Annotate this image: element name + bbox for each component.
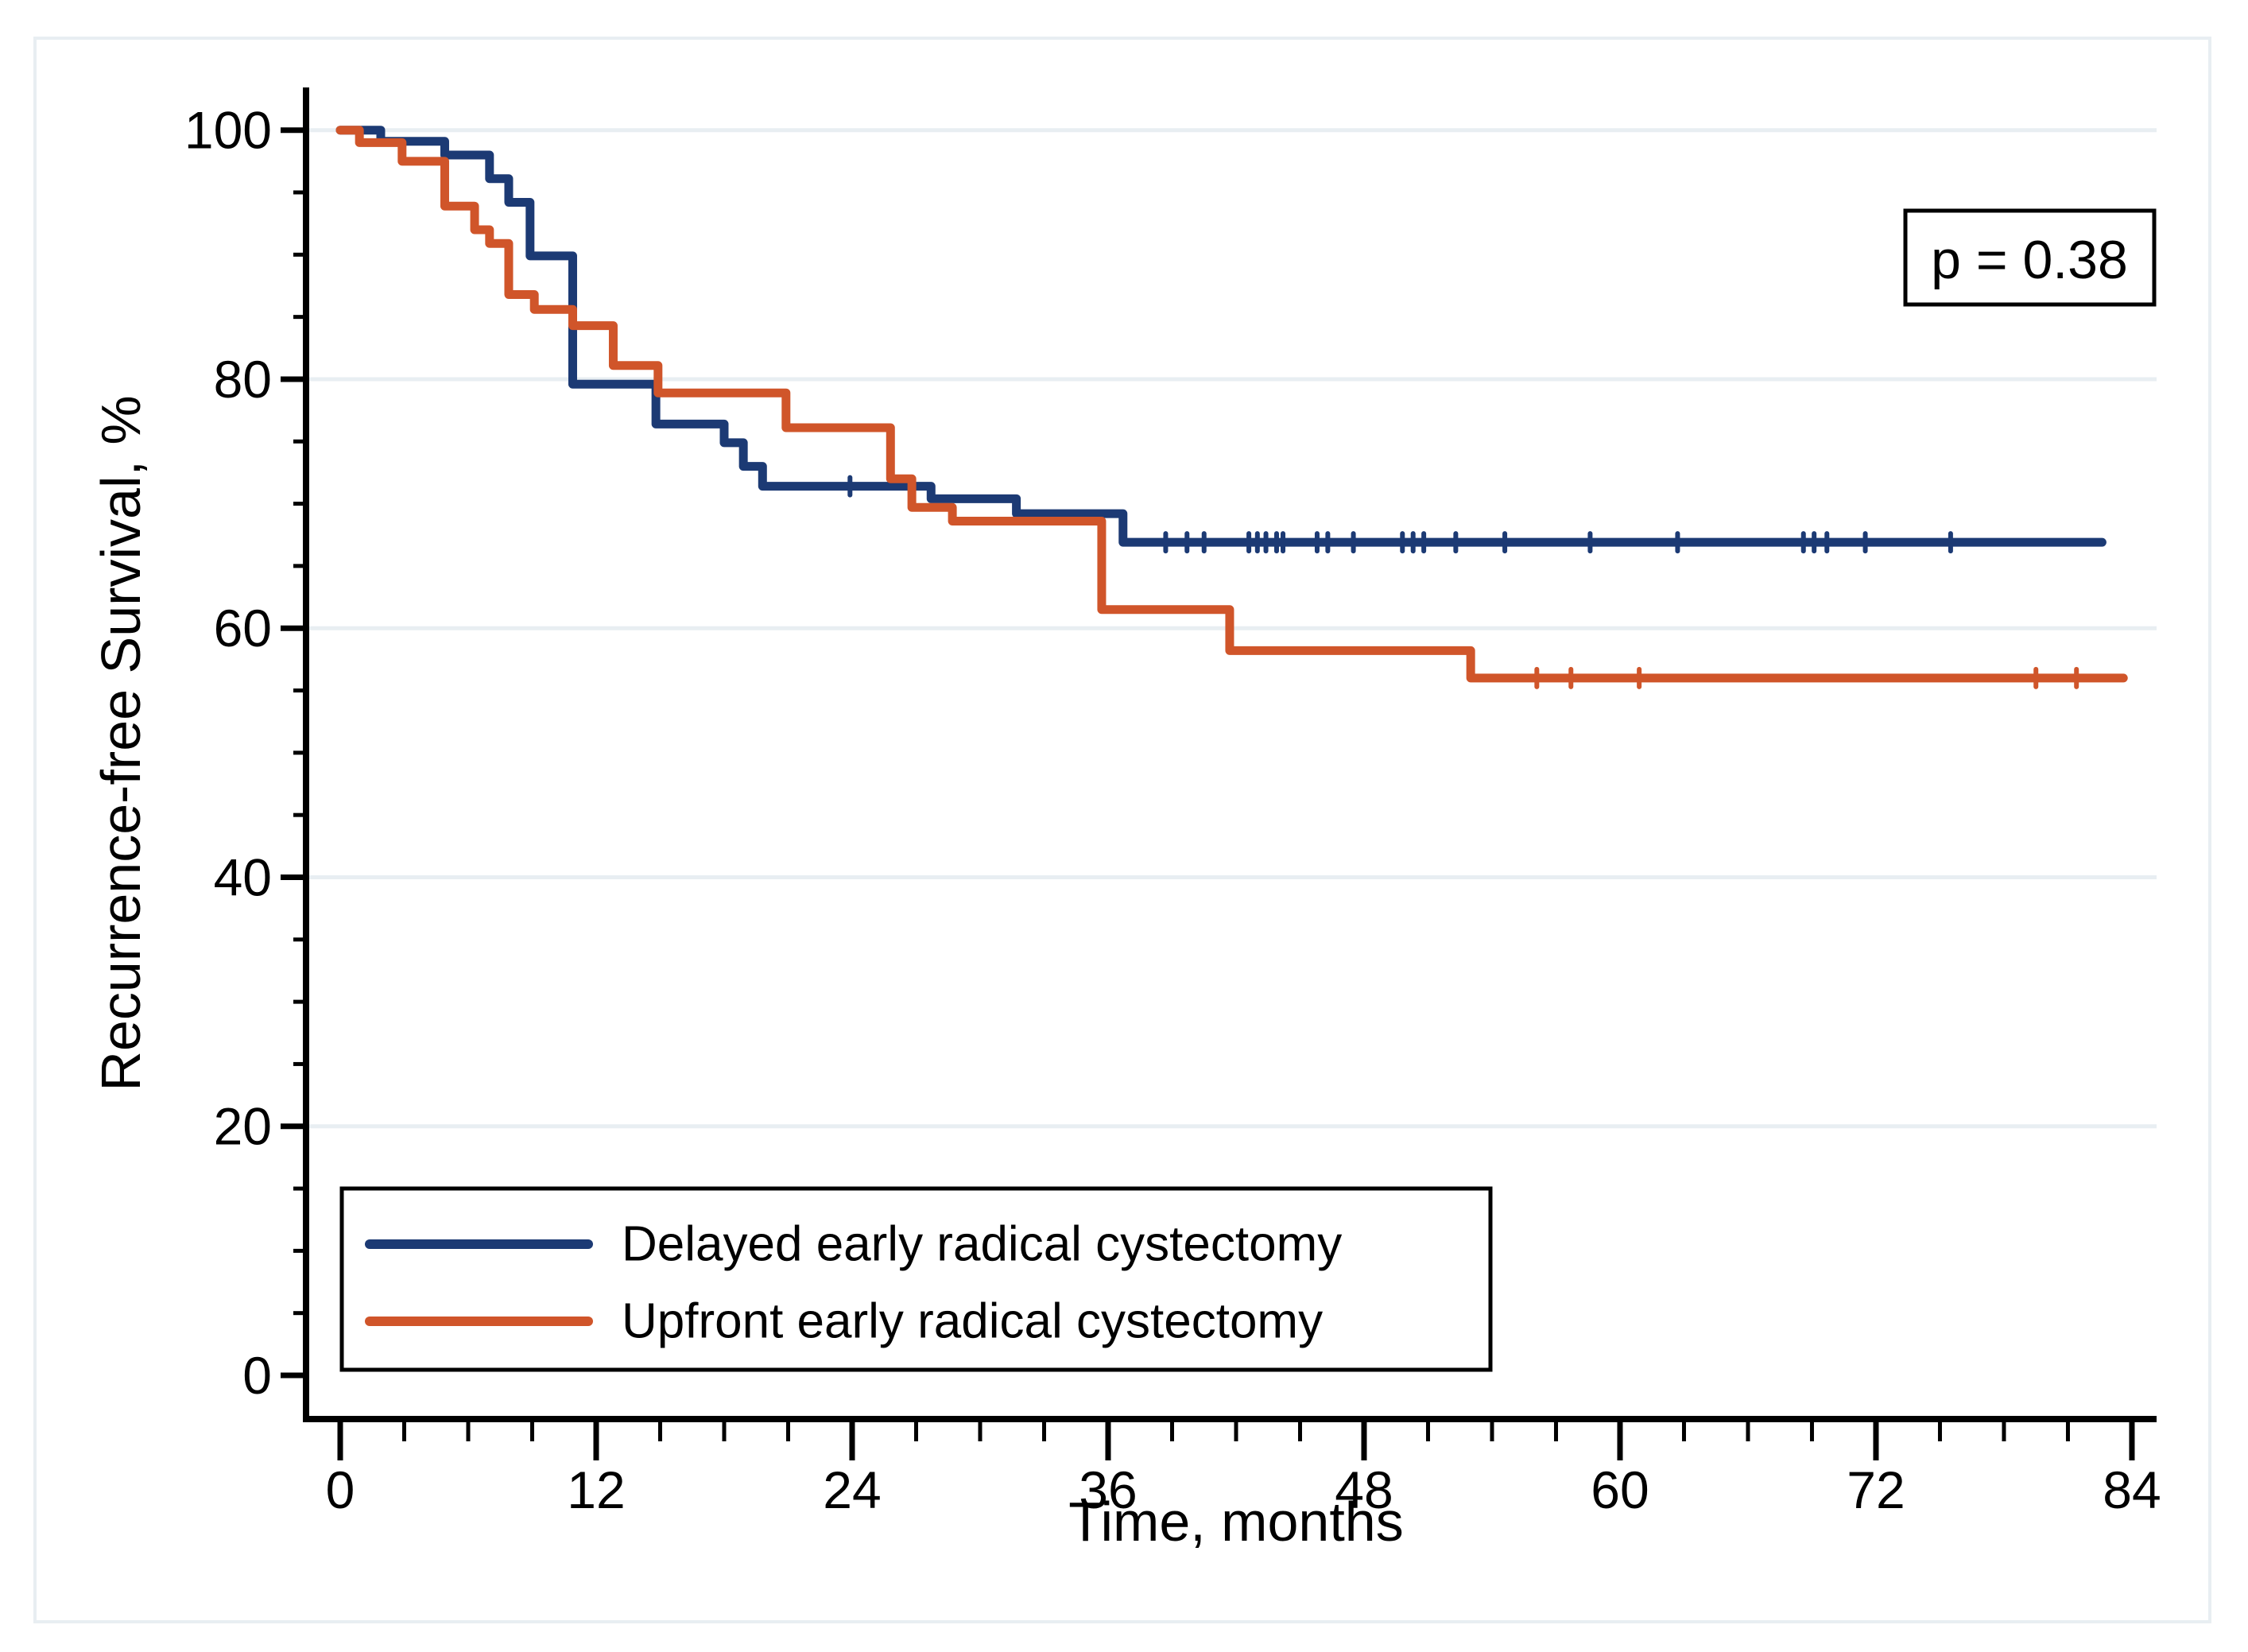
x-tick-label: 72 (1847, 1460, 1905, 1519)
x-tick-label: 84 (2103, 1460, 2161, 1519)
y-tick-label: 20 (214, 1097, 272, 1156)
series-delayed-curve (335, 126, 2107, 554)
x-tick-label: 36 (1079, 1460, 1137, 1519)
y-tick-label: 40 (214, 847, 272, 906)
legend-box (339, 1186, 1493, 1372)
axes: 0 12 24 36 48 60 72 84 0 20 40 60 80 100 (184, 87, 2161, 1519)
x-axis-title: Time, months (1068, 1491, 1403, 1553)
p-value-box (1903, 208, 2157, 307)
y-tick-label: 80 (214, 350, 272, 409)
x-tick-label: 24 (823, 1460, 881, 1519)
y-axis-title: Recurrence-free Survival, % (90, 395, 152, 1091)
km-curve-upfront (335, 126, 2128, 683)
y-tick-label: 0 (242, 1346, 272, 1405)
y-tick-label: 100 (184, 101, 272, 160)
legend-label-upfront: Upfront early radical cystectomy (622, 1294, 1323, 1349)
figure-border (33, 37, 2211, 1623)
x-tick-label: 60 (1591, 1460, 1649, 1519)
x-tick-label: 0 (326, 1460, 355, 1519)
x-tick-label: 48 (1335, 1460, 1393, 1519)
legend-label-delayed: Delayed early radical cystectomy (622, 1217, 1342, 1272)
series-upfront-curve (335, 126, 2128, 689)
p-value-annotation: p = 0.38 (1903, 208, 2157, 307)
km-curve-delayed (335, 126, 2107, 547)
legend: Delayed early radical cystectomy Upfront… (339, 1186, 1493, 1372)
x-tick-label: 12 (567, 1460, 625, 1519)
p-value-text: p = 0.38 (1931, 230, 2128, 290)
y-tick-label: 60 (214, 599, 272, 657)
